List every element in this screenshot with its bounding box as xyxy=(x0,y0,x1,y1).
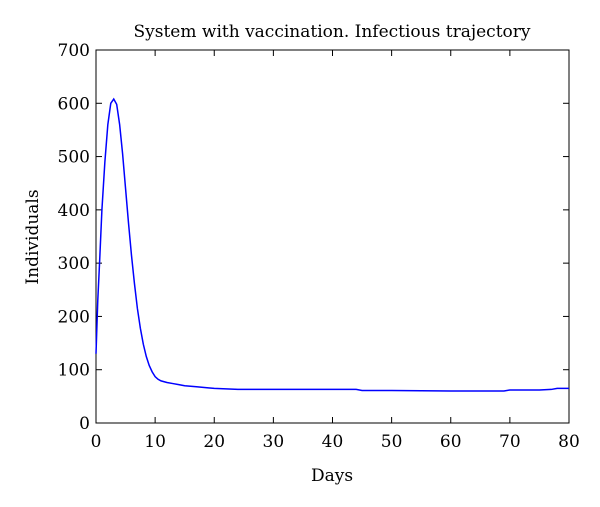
x-tick-label: 20 xyxy=(203,432,225,452)
y-axis-label: Individuals xyxy=(23,189,43,284)
x-tick-label: 80 xyxy=(558,432,580,452)
x-tick-label: 30 xyxy=(263,432,285,452)
y-tick-label: 200 xyxy=(58,307,90,327)
x-tick-label: 60 xyxy=(440,432,462,452)
y-tick-label: 100 xyxy=(58,361,90,381)
x-tick-label: 50 xyxy=(381,432,403,452)
axis-ticks xyxy=(95,49,570,424)
y-tick-labels: 0 100 200 300 400 500 600 700 xyxy=(58,41,90,434)
plot-frame xyxy=(95,49,570,424)
x-tick-label: 70 xyxy=(499,432,521,452)
y-tick-label: 500 xyxy=(58,148,90,168)
x-tick-label: 10 xyxy=(144,432,166,452)
y-tick-label: 700 xyxy=(58,41,90,61)
x-tick-labels: 0 10 20 30 40 50 60 70 80 xyxy=(91,432,580,452)
x-tick-label: 0 xyxy=(91,432,102,452)
y-tick-label: 0 xyxy=(79,414,90,434)
chart-title: System with vaccination. Infectious traj… xyxy=(134,22,531,42)
y-tick-label: 600 xyxy=(58,94,90,114)
y-tick-label: 400 xyxy=(58,201,90,221)
x-tick-label: 40 xyxy=(322,432,344,452)
series-line xyxy=(95,97,569,392)
x-axis-label: Days xyxy=(311,466,353,486)
y-tick-label: 300 xyxy=(58,254,90,274)
